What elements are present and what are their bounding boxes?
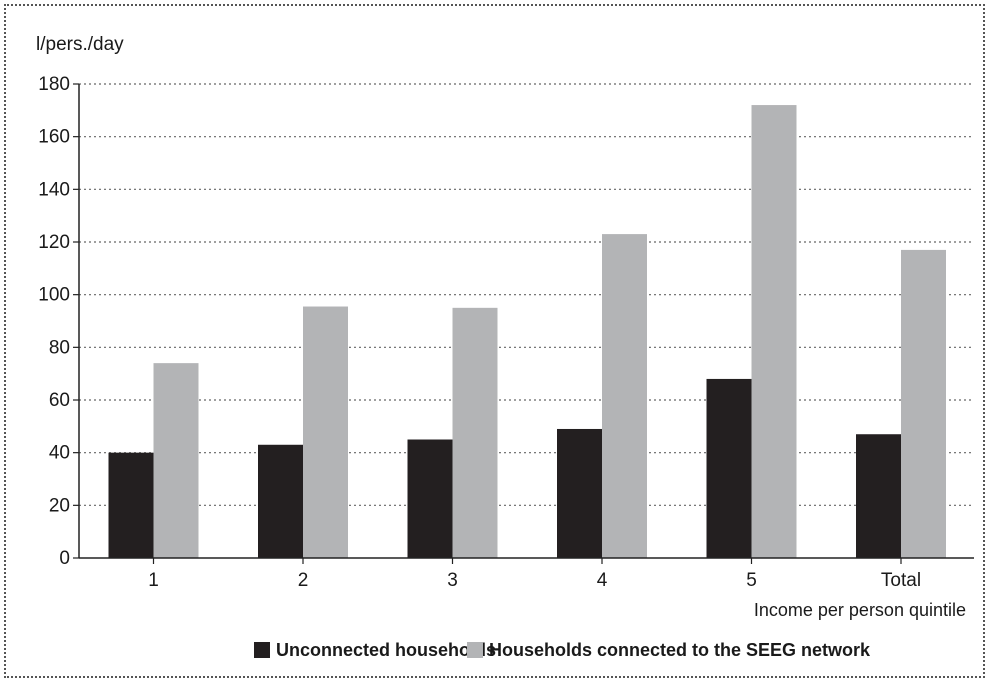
y-tick-label: 120	[38, 232, 70, 253]
x-tick-label: 2	[298, 570, 309, 591]
legend-label: Unconnected households	[276, 640, 496, 660]
y-tick-label: 60	[49, 390, 70, 411]
bars	[108, 105, 946, 559]
legend-label: Households connected to the SEEG network	[489, 640, 871, 660]
x-tick-label: 1	[148, 570, 159, 591]
y-tick-label: 80	[49, 337, 70, 358]
legend-swatch	[467, 642, 483, 658]
bar-unconnected-total	[856, 434, 901, 558]
bar-unconnected-5	[706, 378, 752, 558]
bar-connected-total	[901, 249, 946, 558]
y-tick-label: 180	[38, 74, 70, 95]
x-tick-label: 5	[746, 570, 757, 591]
gridlines	[73, 83, 974, 559]
legend-swatch	[254, 642, 270, 658]
x-tick-label: 3	[447, 570, 458, 591]
x-tick-labels: 1 2 3 4 5 Total	[148, 558, 921, 591]
bar-unconnected-4	[557, 428, 602, 558]
y-tick-label: 20	[49, 495, 70, 516]
y-tick-label: 100	[38, 285, 70, 306]
bar-unconnected-2	[258, 444, 303, 558]
y-tick-labels: 0 20 40 60 80 100 120 140 160 180	[38, 74, 70, 569]
y-tick-label: 0	[59, 548, 70, 569]
bar-connected-3	[452, 307, 498, 558]
bar-unconnected-1	[108, 452, 154, 558]
y-tick-label: 160	[38, 127, 70, 148]
x-tick-label: Total	[881, 570, 921, 591]
bar-connected-1	[153, 363, 199, 558]
y-tick-label: 40	[49, 443, 70, 464]
axes	[78, 84, 974, 559]
y-axis-unit-label: l/pers./day	[36, 34, 124, 55]
x-tick-label: 4	[597, 570, 608, 591]
chart-frame	[4, 4, 985, 678]
bar-unconnected-3	[407, 439, 453, 558]
bar-connected-5	[751, 105, 797, 559]
x-axis-label: Income per person quintile	[754, 600, 966, 620]
y-tick-label: 140	[38, 179, 70, 200]
bar-connected-4	[602, 234, 647, 558]
bar-connected-2	[303, 306, 348, 558]
